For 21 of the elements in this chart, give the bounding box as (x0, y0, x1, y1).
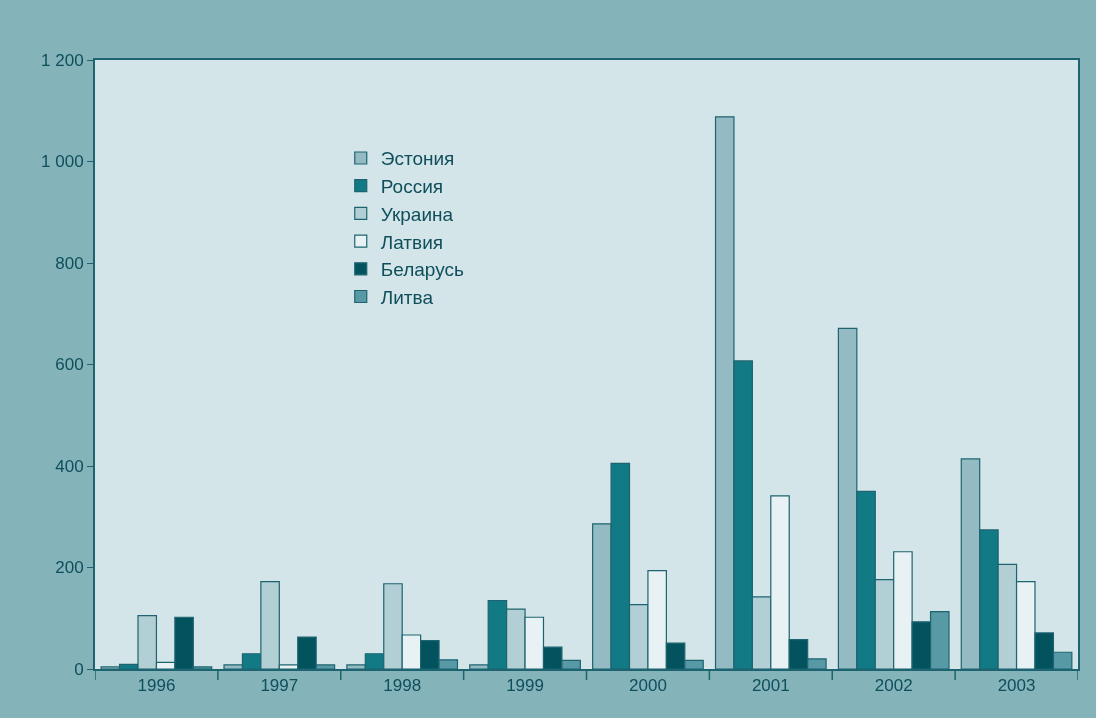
x-tick-label: 2003 (997, 676, 1036, 696)
x-tick-label: 1999 (506, 676, 544, 696)
y-tick-label: 1 000 (41, 152, 84, 172)
x-tick-label: 2001 (751, 676, 790, 696)
y-tick-label: 400 (55, 456, 84, 476)
x-tick-label: 1996 (137, 676, 176, 696)
x-tick-label: 2002 (874, 676, 913, 696)
x-tick-label: 1997 (260, 676, 299, 696)
y-tick-label: 0 (74, 659, 84, 679)
x-tick-label: 1998 (383, 676, 422, 696)
legend-label: Эстония (380, 148, 455, 170)
legend-label: Латвия (380, 231, 444, 253)
y-tick-label: 1 200 (41, 50, 84, 70)
y-tick-label: 800 (55, 253, 84, 273)
x-tick-label: 2000 (629, 676, 667, 696)
legend-label: Украина (380, 203, 454, 225)
y-tick-label: 600 (55, 355, 84, 375)
legend-label: Литва (380, 286, 434, 308)
y-tick-label: 200 (55, 558, 84, 578)
legend-label: Россия (380, 176, 444, 198)
legend-label: Беларусь (380, 259, 464, 281)
